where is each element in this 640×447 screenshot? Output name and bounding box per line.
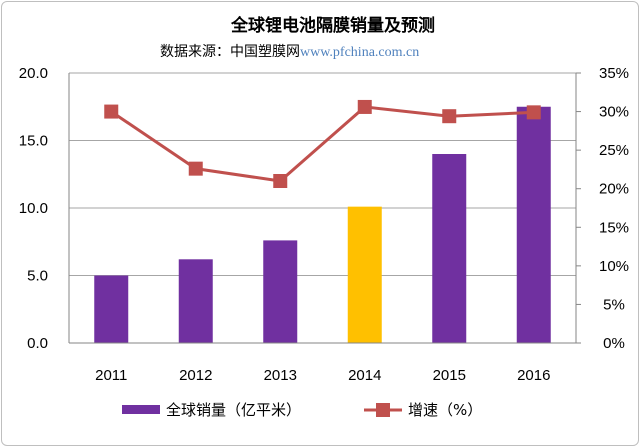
x-tick-label: 2015 [433, 367, 466, 384]
growth-marker-2012 [188, 161, 203, 176]
bar-2015 [432, 154, 467, 343]
bar-2011 [94, 275, 129, 343]
legend-label-growth: 增速（%） [408, 401, 482, 419]
left-tick-label: 20.0 [19, 65, 48, 82]
right-tick-label: 0% [603, 335, 625, 352]
left-tick-label: 10.0 [19, 200, 48, 217]
chart-title: 全球锂电池隔膜销量及预测 [230, 15, 435, 36]
subtitle-source: 数据来源：中国塑膜网 [160, 44, 300, 60]
bar-2014 [347, 206, 382, 343]
bar-2016 [516, 106, 551, 343]
right-tick-label: 10% [599, 258, 629, 275]
growth-line [110, 105, 534, 183]
growth-marker-2016 [526, 105, 541, 120]
growth-marker-2011 [104, 104, 119, 119]
growth-marker-2013 [273, 174, 288, 188]
right-tick-label: 30% [599, 104, 629, 121]
left-tick-label: 15.0 [19, 133, 48, 150]
legend-label-sales: 全球销量（亿平米） [166, 401, 301, 419]
bar-2013 [263, 240, 298, 343]
right-tick-label: 20% [599, 181, 629, 198]
x-tick-label: 2013 [264, 367, 297, 384]
right-tick-label: 5% [603, 296, 625, 313]
growth-marker-2015 [442, 109, 457, 124]
left-tick-label: 0.0 [27, 335, 48, 352]
x-tick-label: 2014 [348, 367, 381, 384]
x-tick-label: 2016 [517, 367, 550, 384]
right-tick-label: 35% [599, 65, 629, 82]
right-tick-label: 25% [599, 142, 629, 159]
x-tick-label: 2012 [179, 367, 212, 384]
left-tick-label: 5.0 [27, 268, 48, 285]
growth-marker-2014 [357, 99, 372, 114]
legend-swatch-growth-marker [376, 403, 390, 417]
bar-2012 [178, 259, 213, 343]
right-tick-label: 15% [599, 219, 629, 236]
subtitle-website: www.pfchina.com.cn [300, 45, 419, 60]
legend-swatch-sales [122, 405, 160, 414]
chart-subtitle: 数据来源：中国塑膜网www.pfchina.com.cn [160, 44, 419, 60]
x-tick-label: 2011 [95, 367, 127, 384]
